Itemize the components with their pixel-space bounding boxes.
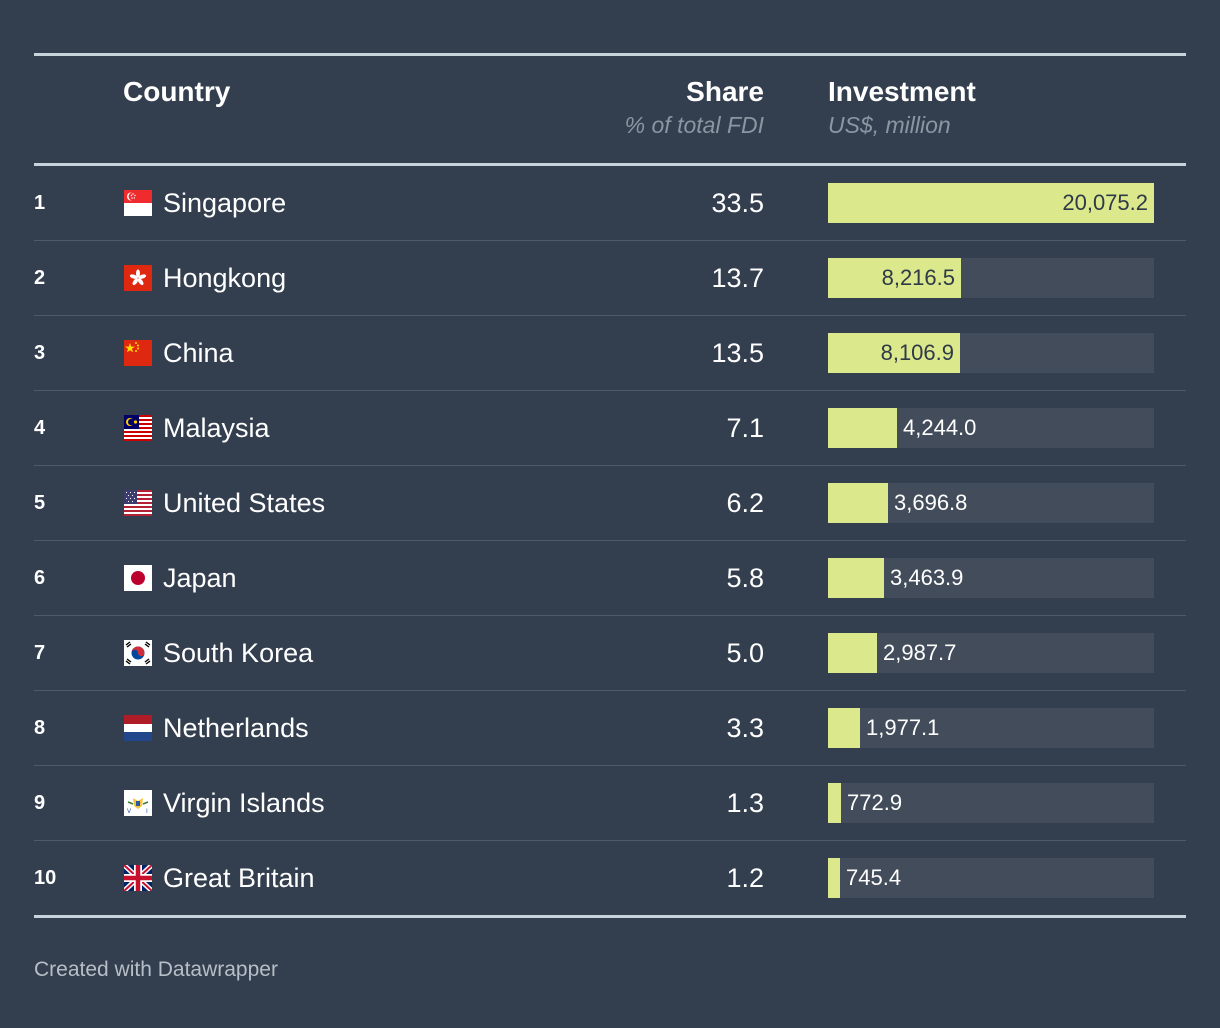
table-row: 7 South Korea 5.0 2,987.7 bbox=[34, 616, 1186, 691]
rank-number: 8 bbox=[34, 717, 46, 739]
investment-bar bbox=[828, 633, 877, 673]
investment-label: 772.9 bbox=[847, 790, 903, 815]
investment-label: 3,463.9 bbox=[890, 565, 964, 590]
table-row: 8 Netherlands 3.3 1,977.1 bbox=[34, 691, 1186, 766]
share-value: 6.2 bbox=[726, 488, 764, 518]
table-row: 10 Great Britain 1.2 745.4 bbox=[34, 841, 1186, 918]
table-row: 6 Japan 5.8 3,463.9 bbox=[34, 541, 1186, 616]
table-row: 5 United States 6.2 3,696.8 bbox=[34, 466, 1186, 541]
investment-bar bbox=[828, 333, 960, 373]
hongkong-flag-icon bbox=[124, 265, 152, 291]
table-body: 1 Singapore 33.5 20,075.2 2 Hongkong 13.7 8,216… bbox=[34, 166, 1186, 918]
share-value: 13.7 bbox=[711, 263, 764, 293]
header-investment-subtitle: US$, million bbox=[828, 112, 951, 138]
rank-number: 6 bbox=[34, 567, 46, 589]
rank-number: 10 bbox=[34, 867, 57, 889]
table-header: Country Share % of total FDI Investment … bbox=[34, 56, 1186, 166]
share-value: 7.1 bbox=[726, 413, 764, 443]
country-name: Singapore bbox=[163, 188, 287, 218]
investment-label: 1,977.1 bbox=[866, 715, 940, 740]
usa-flag-icon bbox=[124, 490, 152, 516]
investment-bar bbox=[828, 783, 841, 823]
malaysia-flag-icon bbox=[124, 415, 152, 441]
share-value: 33.5 bbox=[711, 188, 764, 218]
country-name: China bbox=[163, 338, 234, 368]
top-rule bbox=[34, 53, 1186, 56]
country-name: Virgin Islands bbox=[163, 788, 325, 818]
investment-label: 8,106.9 bbox=[880, 340, 954, 365]
investment-bar-track: 1,977.1 bbox=[828, 708, 1154, 748]
country-name: Malaysia bbox=[163, 413, 270, 443]
rank-number: 4 bbox=[34, 417, 46, 439]
share-value: 1.3 bbox=[726, 788, 764, 818]
country-name: South Korea bbox=[163, 638, 314, 668]
great-britain-flag-icon bbox=[124, 865, 152, 891]
table-row: 3 China 13.5 8,106.9 bbox=[34, 316, 1186, 391]
svg-text:I: I bbox=[146, 808, 148, 815]
footer-credit: Created with Datawrapper bbox=[34, 958, 278, 981]
investment-label: 4,244.0 bbox=[903, 415, 977, 440]
investment-bar-track: 745.4 bbox=[828, 858, 1154, 898]
investment-bar bbox=[828, 408, 897, 448]
investment-bar-track: 4,244.0 bbox=[828, 408, 1154, 448]
table-row: 9 V I Virgin Islands 1.3 772.9 bbox=[34, 766, 1186, 841]
table-row: 1 Singapore 33.5 20,075.2 bbox=[34, 166, 1186, 241]
investment-bar-track: 2,987.7 bbox=[828, 633, 1154, 673]
table-row: 4 Malaysia 7.1 4,244.0 bbox=[34, 391, 1186, 466]
rank-number: 7 bbox=[34, 642, 46, 664]
rank-number: 1 bbox=[34, 192, 46, 214]
table-row: 2 Hongkong 13.7 8,216.5 bbox=[34, 241, 1186, 316]
china-flag-icon bbox=[124, 340, 152, 366]
share-value: 3.3 bbox=[726, 713, 764, 743]
investment-bar-track: 8,216.5 bbox=[828, 258, 1154, 298]
investment-bar-track: 8,106.9 bbox=[828, 333, 1154, 373]
investment-label: 20,075.2 bbox=[1062, 190, 1148, 215]
rank-number: 2 bbox=[34, 267, 46, 289]
south-korea-flag-icon bbox=[124, 640, 152, 666]
investment-label: 3,696.8 bbox=[894, 490, 968, 515]
investment-label: 2,987.7 bbox=[883, 640, 957, 665]
country-name: Netherlands bbox=[163, 713, 309, 743]
japan-flag-icon bbox=[124, 565, 152, 591]
share-value: 5.8 bbox=[726, 563, 764, 593]
svg-text:V: V bbox=[127, 808, 132, 815]
rank-number: 5 bbox=[34, 492, 46, 514]
fdi-table: Country Share % of total FDI Investment … bbox=[34, 53, 1186, 918]
investment-bar bbox=[828, 258, 961, 298]
country-name: United States bbox=[163, 488, 326, 518]
share-value: 13.5 bbox=[711, 338, 764, 368]
investment-bar bbox=[828, 708, 860, 748]
investment-bar-track: 20,075.2 bbox=[828, 183, 1154, 223]
netherlands-flag-icon bbox=[124, 715, 152, 741]
investment-bar bbox=[828, 483, 888, 523]
investment-bar bbox=[828, 858, 840, 898]
share-value: 1.2 bbox=[726, 863, 764, 893]
country-name: Great Britain bbox=[163, 863, 315, 893]
investment-bar bbox=[828, 558, 884, 598]
country-name: Japan bbox=[163, 563, 237, 593]
investment-bar-track: 772.9 bbox=[828, 783, 1154, 823]
rank-number: 9 bbox=[34, 792, 46, 814]
share-value: 5.0 bbox=[726, 638, 764, 668]
investment-label: 745.4 bbox=[846, 865, 902, 890]
header-share: Share bbox=[686, 76, 764, 107]
investment-bar bbox=[828, 183, 1154, 223]
investment-bar-track: 3,696.8 bbox=[828, 483, 1154, 523]
singapore-flag-icon bbox=[124, 190, 152, 216]
header-country: Country bbox=[123, 76, 231, 107]
investment-label: 8,216.5 bbox=[881, 265, 955, 290]
header-investment: Investment bbox=[828, 76, 976, 107]
rank-number: 3 bbox=[34, 342, 46, 364]
investment-bar-track: 3,463.9 bbox=[828, 558, 1154, 598]
header-share-subtitle: % of total FDI bbox=[624, 112, 764, 138]
country-name: Hongkong bbox=[163, 263, 287, 293]
